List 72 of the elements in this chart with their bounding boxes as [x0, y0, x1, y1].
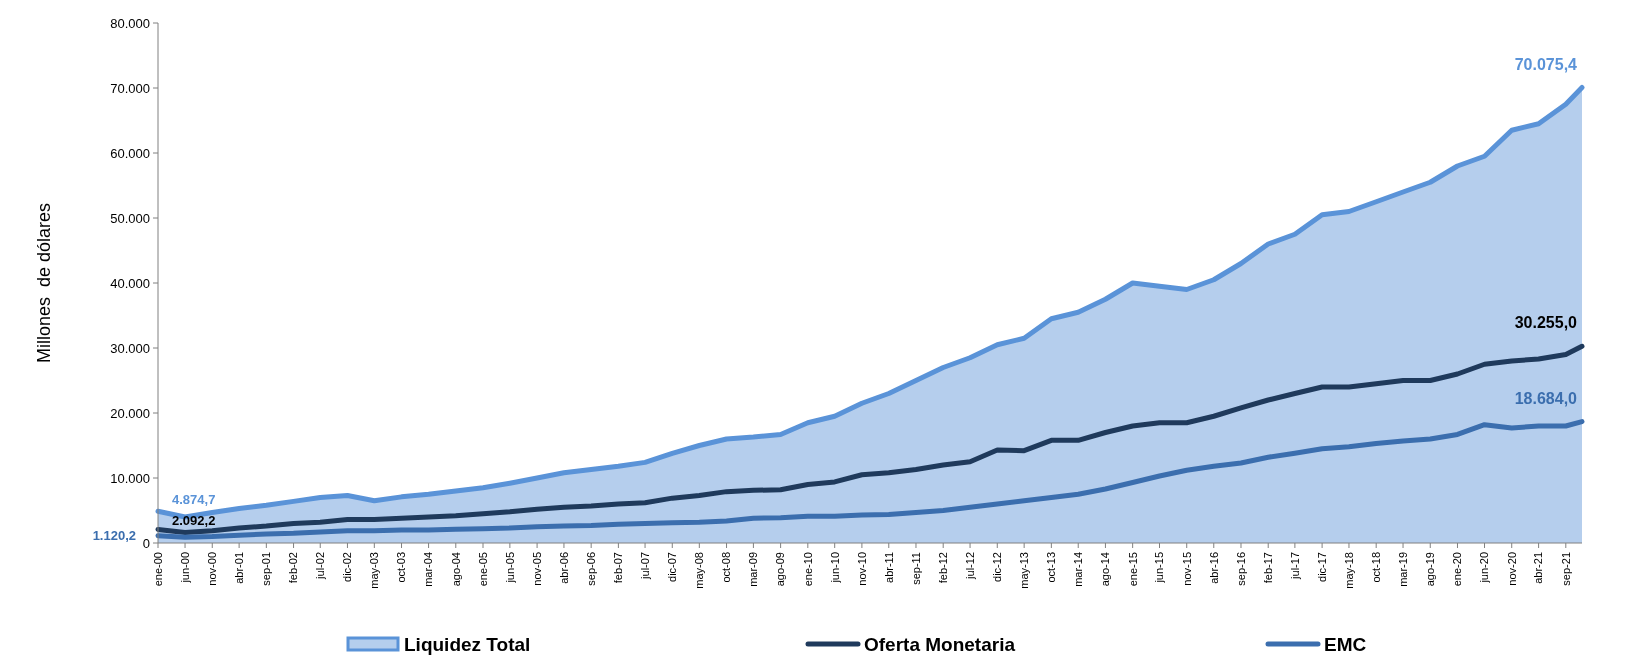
x-tick-label: dic-17 [1315, 552, 1328, 582]
x-tick-label: ene-05 [476, 552, 489, 587]
x-tick-label: may-03 [368, 552, 381, 589]
x-tick-label: jul-07 [638, 552, 651, 580]
x-tick-label: jun-10 [828, 552, 841, 584]
x-tick-label: mar-09 [747, 552, 760, 587]
x-tick-label: oct-03 [395, 552, 408, 583]
y-tick-label: 20.000 [110, 405, 150, 421]
y-tick-label: 30.000 [110, 340, 150, 356]
data-label: 18.684,0 [1514, 389, 1578, 407]
x-tick-label: feb-17 [1262, 552, 1275, 584]
x-tick-label: may-08 [693, 552, 706, 589]
x-tick-label: sep-01 [260, 552, 273, 586]
data-label: 1.120,2 [92, 527, 136, 543]
x-tick-label: ago-09 [774, 552, 787, 587]
x-tick-label: nov-10 [855, 552, 868, 586]
x-tick-label: may-13 [1017, 552, 1030, 589]
x-tick-label: mar-14 [1072, 552, 1085, 587]
x-tick-label: mar-04 [422, 552, 435, 587]
x-tick-label: nov-15 [1180, 552, 1193, 586]
x-tick-label: dic-02 [341, 552, 354, 582]
legend-label: Oferta Monetaria [864, 633, 1016, 655]
x-tick-label: nov-00 [206, 552, 219, 586]
x-tick-label: abr-01 [232, 552, 245, 584]
x-tick-label: feb-12 [937, 552, 950, 584]
data-label: 30.255,0 [1514, 314, 1578, 332]
legend-label: EMC [1324, 633, 1367, 655]
y-tick-label: 80.000 [110, 15, 150, 31]
data-label: 2.092,2 [172, 513, 216, 528]
data-label: 4.874,7 [172, 492, 216, 507]
x-tick-label: jun-05 [503, 552, 516, 584]
legend-label: Liquidez Total [404, 633, 531, 655]
x-tick-label: abr-16 [1207, 552, 1220, 584]
x-tick-label: ene-00 [151, 552, 164, 587]
y-tick-label: 50.000 [110, 210, 150, 226]
x-tick-label: jun-20 [1478, 552, 1491, 584]
x-tick-label: ene-15 [1126, 552, 1139, 587]
x-tick-label: sep-21 [1559, 552, 1572, 586]
y-tick-label: 70.000 [110, 80, 150, 96]
x-tick-label: dic-07 [666, 552, 679, 582]
x-tick-label: may-18 [1342, 552, 1355, 589]
x-tick-label: jul-17 [1288, 552, 1301, 580]
x-tick-label: feb-07 [612, 552, 625, 584]
y-tick-label: 40.000 [110, 275, 150, 291]
x-tick-label: oct-08 [720, 552, 733, 583]
x-tick-label: mar-19 [1396, 552, 1409, 587]
x-tick-label: feb-02 [287, 552, 300, 584]
x-tick-label: nov-20 [1505, 552, 1518, 586]
x-tick-label: sep-11 [909, 552, 922, 585]
x-tick-label: jun-00 [178, 552, 191, 584]
x-tick-label: ago-19 [1424, 552, 1437, 587]
x-tick-label: ago-04 [449, 552, 462, 587]
x-tick-label: oct-13 [1045, 552, 1058, 583]
x-tick-label: ene-20 [1451, 552, 1464, 587]
x-tick-label: jul-02 [314, 552, 327, 580]
x-tick-label: oct-18 [1370, 552, 1383, 583]
x-tick-label: dic-12 [991, 552, 1004, 582]
x-tick-label: nov-05 [530, 552, 543, 586]
data-label: 70.075,4 [1514, 55, 1578, 73]
x-tick-label: abr-11 [882, 552, 895, 583]
x-tick-label: jun-15 [1153, 552, 1166, 584]
y-axis-title: Millones de dólares [34, 202, 54, 364]
x-tick-label: sep-16 [1234, 552, 1247, 586]
x-tick-label: abr-06 [557, 552, 570, 584]
y-tick-label: 0 [142, 535, 150, 551]
x-tick-label: ago-14 [1099, 552, 1112, 587]
x-tick-label: abr-21 [1532, 552, 1545, 584]
x-tick-label: jul-12 [963, 552, 976, 580]
y-tick-label: 60.000 [110, 145, 150, 161]
x-tick-label: ene-10 [801, 552, 814, 587]
x-tick-label: sep-06 [585, 552, 598, 586]
y-tick-label: 10.000 [110, 470, 150, 486]
